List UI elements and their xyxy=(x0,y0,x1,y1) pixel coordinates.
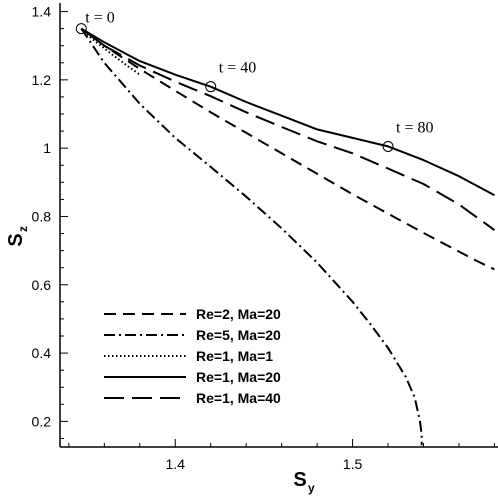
y-tick-label: 1 xyxy=(43,140,51,156)
y-axis-label: S xyxy=(5,233,27,246)
time-marker-label: t = 40 xyxy=(219,60,256,77)
y-axis-label-group: Sz xyxy=(5,226,30,247)
x-tick-label: 1.4 xyxy=(166,456,186,472)
y-tick-label: 0.4 xyxy=(32,345,52,361)
legend: Re=2, Ma=20 Re=5, Ma=20 Re=1, Ma=1 Re=1, Ma… xyxy=(104,306,281,406)
legend-label-5: Re=1, Ma=40 xyxy=(196,390,281,406)
time-marker xyxy=(75,23,87,35)
y-tick-label: 1.4 xyxy=(32,4,52,20)
y-axis-label-subscript: z xyxy=(16,226,30,232)
series-line-2 xyxy=(80,28,423,446)
y-tick-label: 0.8 xyxy=(32,208,52,224)
x-tick-label: 1.5 xyxy=(343,456,363,472)
time-marker-label: t = 0 xyxy=(85,10,114,27)
plot-area: t = 0 t = 40 t = 80 xyxy=(75,10,496,446)
series-group xyxy=(80,27,496,446)
series-line-4 xyxy=(80,27,495,197)
series-line-5 xyxy=(80,27,496,231)
legend-label-2: Re=5, Ma=20 xyxy=(196,327,281,343)
legend-label-1: Re=2, Ma=20 xyxy=(196,306,281,322)
x-axis-label: S xyxy=(293,469,306,491)
y-tick-label: 1.2 xyxy=(32,72,52,88)
x-axis-label-subscript: y xyxy=(308,481,315,495)
legend-label-4: Re=1, Ma=20 xyxy=(196,369,281,385)
series-line-3 xyxy=(80,27,141,76)
time-marker xyxy=(205,81,217,93)
time-marker xyxy=(382,140,394,152)
legend-label-3: Re=1, Ma=1 xyxy=(196,348,273,364)
axes: 0.20.40.60.811.21.41.4 1.5S ySz xyxy=(5,3,498,495)
time-marker-label: t = 80 xyxy=(396,119,433,136)
series-line-1 xyxy=(80,27,495,271)
y-tick-label: 0.6 xyxy=(32,277,52,293)
y-tick-label: 0.2 xyxy=(32,413,52,429)
